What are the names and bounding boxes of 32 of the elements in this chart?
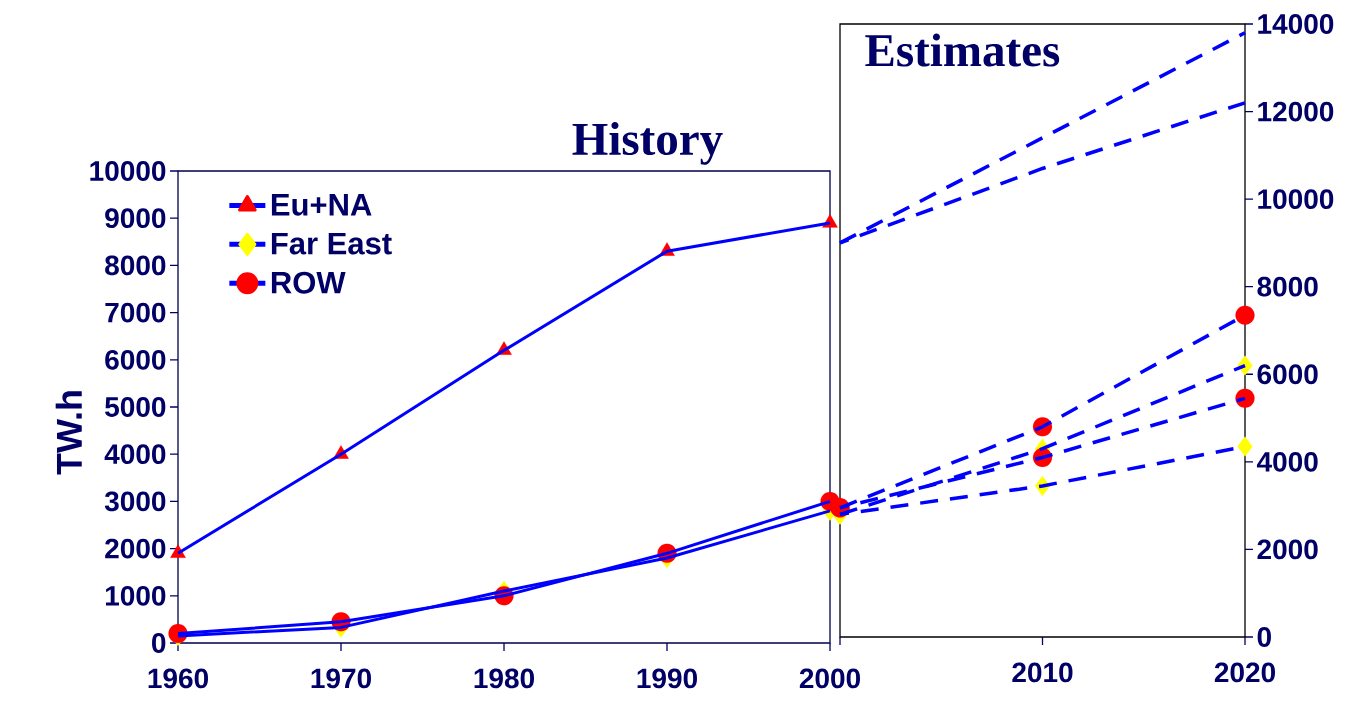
y-tick-label: 2000 [1257,539,1318,560]
legend-label: Far East [271,232,392,255]
chart-title: Estimates [865,33,1060,67]
y-tick-label: 2000 [105,538,166,559]
y-tick-label: 8000 [105,255,166,276]
x-tick-label: 2020 [1214,662,1275,683]
x-tick-label: 1980 [474,668,534,689]
x-tick-label: 2010 [1012,662,1073,683]
y-tick-label: 4000 [1256,451,1318,472]
y-tick-label: 9000 [105,208,166,229]
y-tick-label: 12000 [1258,101,1334,122]
y-tick-label: 10000 [1258,189,1334,210]
y-tick-label: 8000 [1257,276,1318,297]
chart-title: History [572,122,723,165]
y-tick-label: 3000 [104,491,166,512]
y-tick-label: 14000 [1258,14,1334,34]
y-tick-label: 6000 [105,349,166,370]
y-tick-label: 4000 [104,444,166,465]
x-tick-label: 1990 [637,668,697,689]
y-tick-label: 5000 [105,397,166,417]
x-tick-label: 2000 [799,668,860,689]
x-tick-label: 1960 [148,668,208,689]
y-tick-label: 1000 [105,585,166,606]
y-tick-label: 6000 [1257,364,1318,385]
y-tick-label: 7000 [105,302,166,323]
y-tick-label: 0 [152,633,166,653]
y-tick-label: 10000 [90,161,166,181]
y-tick-label: 0 [1257,627,1271,647]
y-axis-title: TW.h [55,391,82,475]
x-tick-label: 1970 [311,668,371,689]
legend-label: ROW [271,271,346,294]
legend-label: Eu+NA [271,194,372,216]
